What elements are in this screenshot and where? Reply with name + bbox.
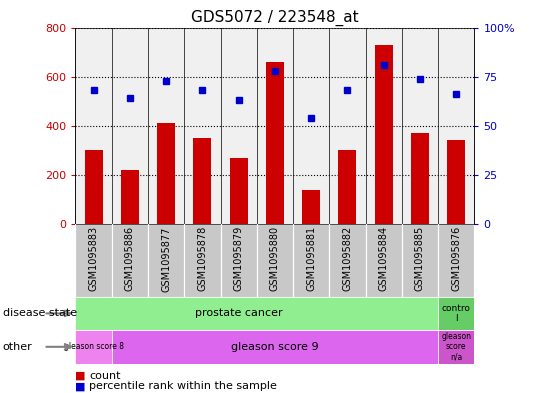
Text: GSM1095883: GSM1095883 bbox=[88, 226, 99, 291]
Bar bbox=[184, 224, 220, 297]
Text: GSM1095877: GSM1095877 bbox=[161, 226, 171, 292]
Bar bbox=[75, 224, 112, 297]
Bar bbox=[375, 45, 393, 224]
Text: disease state: disease state bbox=[3, 309, 77, 318]
Text: contro
l: contro l bbox=[442, 304, 471, 323]
Bar bbox=[438, 330, 474, 364]
Bar bbox=[365, 224, 402, 297]
Bar bbox=[230, 158, 248, 224]
Text: percentile rank within the sample: percentile rank within the sample bbox=[89, 381, 277, 391]
Text: other: other bbox=[3, 342, 32, 352]
Text: GSM1095884: GSM1095884 bbox=[379, 226, 389, 291]
Text: GSM1095882: GSM1095882 bbox=[342, 226, 353, 292]
Bar bbox=[293, 224, 329, 297]
Text: ■: ■ bbox=[75, 371, 86, 381]
Bar bbox=[302, 189, 320, 224]
Bar bbox=[75, 330, 112, 364]
Text: count: count bbox=[89, 371, 120, 381]
Bar bbox=[411, 133, 429, 224]
Text: gleason score 9: gleason score 9 bbox=[231, 342, 319, 352]
Text: gleason
score
n/a: gleason score n/a bbox=[441, 332, 471, 362]
Text: GSM1095876: GSM1095876 bbox=[451, 226, 461, 292]
Bar bbox=[85, 150, 102, 224]
Text: ■: ■ bbox=[75, 381, 86, 391]
Bar bbox=[266, 62, 284, 224]
Bar bbox=[148, 224, 184, 297]
Text: GSM1095879: GSM1095879 bbox=[233, 226, 244, 292]
Text: GSM1095880: GSM1095880 bbox=[270, 226, 280, 291]
Bar bbox=[257, 224, 293, 297]
Text: gleason score 8: gleason score 8 bbox=[64, 342, 123, 351]
Title: GDS5072 / 223548_at: GDS5072 / 223548_at bbox=[191, 10, 358, 26]
Text: GSM1095878: GSM1095878 bbox=[197, 226, 208, 292]
Text: GSM1095881: GSM1095881 bbox=[306, 226, 316, 291]
Text: GSM1095885: GSM1095885 bbox=[415, 226, 425, 292]
Bar bbox=[402, 224, 438, 297]
Bar bbox=[112, 224, 148, 297]
Bar bbox=[194, 138, 211, 224]
Bar bbox=[220, 224, 257, 297]
Bar bbox=[112, 330, 438, 364]
Bar bbox=[157, 123, 175, 224]
Bar bbox=[121, 170, 139, 224]
Text: GSM1095886: GSM1095886 bbox=[125, 226, 135, 291]
Bar bbox=[438, 224, 474, 297]
Bar bbox=[338, 150, 356, 224]
Text: prostate cancer: prostate cancer bbox=[195, 309, 282, 318]
Bar bbox=[329, 224, 365, 297]
Bar bbox=[447, 140, 465, 224]
Bar bbox=[438, 297, 474, 330]
